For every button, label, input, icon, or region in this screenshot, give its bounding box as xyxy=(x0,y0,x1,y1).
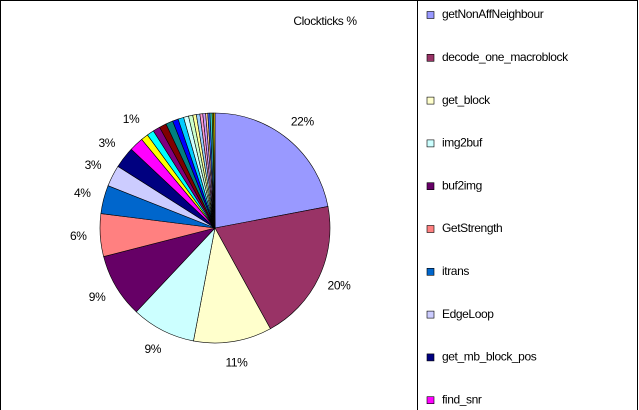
legend-label: GetStrength xyxy=(442,221,502,235)
data-label: 3% xyxy=(98,136,115,150)
legend-swatch xyxy=(426,267,435,276)
legend-swatch xyxy=(426,96,435,105)
legend-swatch xyxy=(426,396,435,405)
legend-label: find_snr xyxy=(442,392,482,406)
legend-label: get_mb_block_pos xyxy=(442,350,537,364)
pie-slice xyxy=(214,112,329,229)
legend-swatch xyxy=(426,53,435,62)
pie-slice xyxy=(213,112,216,229)
chart-title: Clockticks % xyxy=(293,14,357,28)
legend-swatch xyxy=(426,310,435,319)
legend-label: EdgeLoop xyxy=(442,307,494,321)
data-label: 11% xyxy=(225,355,248,369)
pie-slice xyxy=(214,206,331,330)
legend-swatch xyxy=(426,353,435,362)
legend-label: buf2img xyxy=(442,178,482,192)
data-label: 1% xyxy=(123,112,140,126)
data-label: 6% xyxy=(70,229,87,243)
legend-box xyxy=(417,0,638,410)
legend-swatch xyxy=(426,182,435,190)
data-label: 9% xyxy=(145,342,162,356)
legend-label: itrans xyxy=(442,264,469,278)
legend-label: img2buf xyxy=(442,136,483,150)
pie-slice xyxy=(193,227,271,344)
legend-label: get_block xyxy=(442,93,491,107)
data-label: 9% xyxy=(89,290,106,304)
legend-swatch xyxy=(426,11,435,19)
legend-label: getNonAffNeighbour xyxy=(442,7,544,21)
data-label: 20% xyxy=(328,279,352,293)
legend-swatch xyxy=(426,139,435,148)
legend-swatch xyxy=(426,225,435,233)
data-label: 4% xyxy=(74,186,91,200)
legend-label: decode_one_macroblock xyxy=(442,50,569,64)
data-label: 22% xyxy=(291,115,315,129)
data-label: 3% xyxy=(85,158,102,172)
